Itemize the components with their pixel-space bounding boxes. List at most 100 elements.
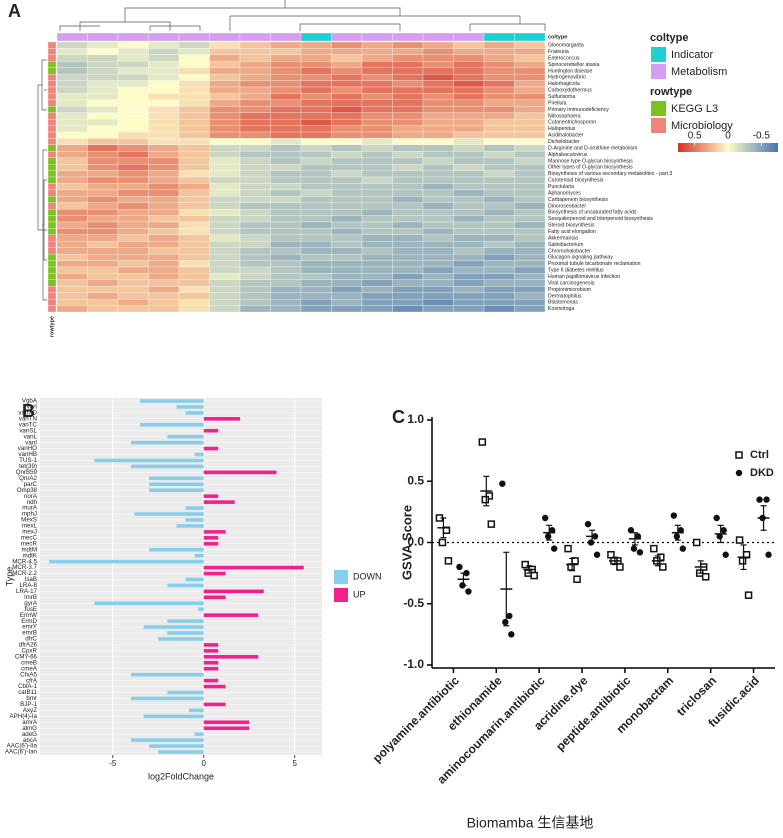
heatmap-cell bbox=[56, 241, 88, 248]
bar bbox=[140, 422, 204, 427]
row-annotation-label: rowtype bbox=[49, 316, 55, 337]
legend-label: DKD bbox=[750, 467, 774, 479]
data-point bbox=[502, 618, 509, 626]
y-tick-label: lmrB bbox=[24, 594, 37, 601]
heatmap-cell bbox=[239, 61, 271, 68]
data-point bbox=[444, 557, 453, 565]
heatmap-cell bbox=[239, 80, 271, 88]
heatmap-cell bbox=[148, 183, 180, 191]
heatmap-cell bbox=[300, 215, 332, 223]
colorbar bbox=[678, 143, 778, 152]
heatmap-cell bbox=[270, 131, 302, 139]
heatmap-cell bbox=[483, 196, 515, 203]
heatmap-cell bbox=[331, 48, 363, 56]
heatmap-cell bbox=[209, 48, 241, 56]
heatmap-cell bbox=[178, 170, 210, 178]
colorbar-tick-label: 0.5 bbox=[688, 131, 702, 142]
heatmap-cell bbox=[392, 228, 424, 236]
y-tick-label: 0.5 bbox=[407, 473, 424, 487]
heatmap-cell bbox=[331, 163, 363, 171]
heatmap-cell bbox=[453, 93, 485, 101]
heatmap-cell bbox=[422, 241, 454, 248]
heatmap-cell bbox=[300, 196, 332, 203]
heatmap-cell bbox=[209, 170, 241, 178]
heatmap-cell bbox=[87, 253, 119, 261]
heatmap-cell bbox=[483, 247, 515, 255]
heatmap-cell bbox=[331, 138, 363, 146]
y-tick-label: parC bbox=[24, 481, 38, 488]
heatmap-cell bbox=[361, 80, 393, 88]
heatmap-cell bbox=[392, 305, 424, 313]
heatmap-cell bbox=[361, 67, 393, 75]
heatmap-cell bbox=[300, 48, 332, 56]
y-tick-label: AAC(6')-IIa bbox=[7, 743, 38, 750]
heatmap-cell bbox=[148, 106, 180, 113]
legend-swatch bbox=[651, 64, 666, 79]
y-tick-label: CblA-1 bbox=[18, 683, 37, 690]
heatmap-cell bbox=[239, 241, 271, 248]
heatmap-cell bbox=[422, 138, 454, 146]
panel-label: A bbox=[8, 1, 21, 21]
heatmap-cell bbox=[178, 292, 210, 300]
heatmap-cell bbox=[209, 118, 241, 126]
row-label: Carbapenem biosynthesis bbox=[548, 197, 608, 203]
heatmap-cell bbox=[483, 67, 515, 75]
heatmap-cell bbox=[300, 99, 332, 107]
bar bbox=[185, 518, 204, 522]
heatmap-cell bbox=[483, 183, 515, 191]
y-tick-label: mexL bbox=[22, 523, 38, 530]
y-tick-label: -1.0 bbox=[403, 657, 424, 671]
heatmap-cell bbox=[422, 176, 454, 184]
bar bbox=[194, 553, 204, 558]
heatmap-cell bbox=[117, 54, 149, 62]
heatmap-cell bbox=[331, 73, 363, 81]
heatmap-cell bbox=[87, 170, 119, 178]
heatmap-cell bbox=[453, 144, 485, 152]
bar bbox=[203, 446, 219, 451]
heatmap-cell bbox=[514, 279, 546, 287]
heatmap-cell bbox=[392, 279, 424, 287]
y-tick-label: emrB bbox=[22, 630, 37, 637]
row-annotation bbox=[47, 131, 57, 139]
legend-label: Microbiology bbox=[671, 120, 733, 132]
heatmap-cell bbox=[117, 112, 149, 120]
heatmap-cell bbox=[361, 247, 393, 255]
heatmap-cell bbox=[117, 183, 149, 191]
heatmap-cell bbox=[483, 298, 515, 306]
heatmap-cell bbox=[148, 54, 180, 62]
bar bbox=[189, 708, 204, 713]
heatmap-cell bbox=[117, 157, 149, 165]
heatmap-cell bbox=[483, 273, 515, 281]
heatmap-cell bbox=[453, 73, 485, 81]
heatmap-cell bbox=[300, 61, 332, 68]
heatmap-cell bbox=[453, 80, 485, 88]
heatmap-cell bbox=[148, 41, 180, 49]
heatmap-cell bbox=[422, 99, 454, 107]
heatmap-cell bbox=[209, 189, 241, 197]
heatmap-cell bbox=[361, 183, 393, 191]
heatmap-cell bbox=[148, 286, 180, 293]
heatmap-cell bbox=[422, 266, 454, 274]
heatmap-cell bbox=[453, 157, 485, 165]
heatmap-cell bbox=[209, 196, 241, 203]
heatmap-cell bbox=[453, 298, 485, 306]
heatmap-cell bbox=[209, 138, 241, 146]
heatmap-cell bbox=[392, 196, 424, 203]
data-point bbox=[573, 575, 581, 583]
heatmap-cell bbox=[392, 273, 424, 281]
heatmap-cell bbox=[209, 292, 241, 300]
heatmap-cell bbox=[239, 260, 271, 268]
heatmap-cell bbox=[178, 151, 210, 158]
bar bbox=[203, 643, 219, 647]
heatmap-cell bbox=[178, 228, 210, 236]
bar bbox=[167, 631, 204, 635]
bar bbox=[203, 500, 235, 504]
bar bbox=[149, 476, 204, 481]
data-point bbox=[541, 514, 549, 522]
heatmap-cell bbox=[87, 260, 119, 268]
heatmap-cell bbox=[239, 305, 271, 313]
heatmap-cell bbox=[87, 189, 119, 197]
heatmap-cell bbox=[361, 176, 393, 184]
heatmap-cell bbox=[361, 170, 393, 178]
heatmap-cell bbox=[117, 61, 149, 68]
